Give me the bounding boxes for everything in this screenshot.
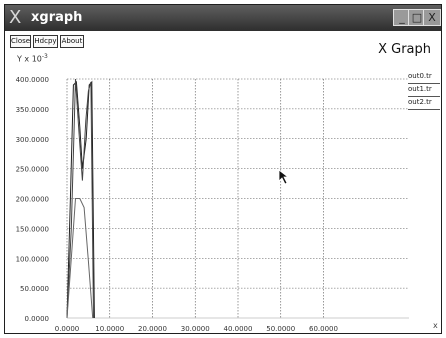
y-tick-label: 100.0000	[16, 255, 49, 263]
xgraph-window: X xgraph _ □ X Close Hdcpy About X Graph…	[4, 4, 442, 334]
x-logo-icon: X	[9, 7, 22, 28]
legend-item-out1: out1.tr	[408, 84, 440, 97]
x-tick-label: 50.0000	[266, 325, 295, 333]
y-axis-label: Y x 10-3	[17, 53, 48, 64]
series-line-out2-tr	[66, 198, 94, 319]
legend-item-out2: out2.tr	[408, 97, 440, 110]
y-tick-labels: 0.0000 50.0000 100.0000 150.0000 200.0000 250…	[16, 76, 49, 323]
y-axis-label-exponent: -3	[41, 53, 48, 60]
y-tick-label: 350.0000	[16, 106, 49, 114]
series-line-out1-tr	[66, 78, 94, 319]
close-button[interactable]: Close	[10, 35, 31, 48]
plot-area: 0.0000 50.0000 100.0000 150.0000 200.0000 250…	[16, 76, 409, 333]
x-tick-label: 10.0000	[95, 325, 124, 333]
y-tick-label: 50.0000	[20, 285, 49, 293]
y-tick-label: 150.0000	[16, 225, 49, 233]
mouse-pointer-icon	[278, 169, 290, 185]
y-tick-label: 200.0000	[16, 196, 49, 204]
x-tick-label: 60.0000	[309, 325, 338, 333]
window-title: xgraph	[31, 10, 83, 25]
graph-title: X Graph	[378, 42, 431, 57]
y-axis-label-text: Y x 10	[17, 54, 42, 64]
x-tick-label: 30.0000	[181, 325, 210, 333]
x-tick-label: 40.0000	[224, 325, 253, 333]
legend-item-out0: out0.tr	[408, 71, 440, 84]
hdcpy-button[interactable]: Hdcpy	[33, 35, 58, 48]
x-tick-label: 20.0000	[138, 325, 167, 333]
title-bar[interactable]: X xgraph _ □ X	[5, 5, 441, 31]
about-button[interactable]: About	[60, 35, 84, 48]
y-tick-label: 300.0000	[16, 136, 49, 144]
grid	[66, 78, 409, 319]
legend: out0.tr out1.tr out2.tr	[408, 71, 440, 110]
x-tick-labels: 0.0000 10.0000 20.0000 30.0000 40.0000 50.000…	[55, 325, 338, 333]
series-lines	[66, 78, 95, 319]
y-tick-label: 400.0000	[16, 76, 49, 84]
corner-mark: x	[433, 321, 438, 330]
y-tick-label: 250.0000	[16, 166, 49, 174]
close-window-button[interactable]: X	[423, 9, 441, 26]
x-tick-label: 0.0000	[55, 325, 80, 333]
y-tick-label: 0.0000	[25, 315, 50, 323]
